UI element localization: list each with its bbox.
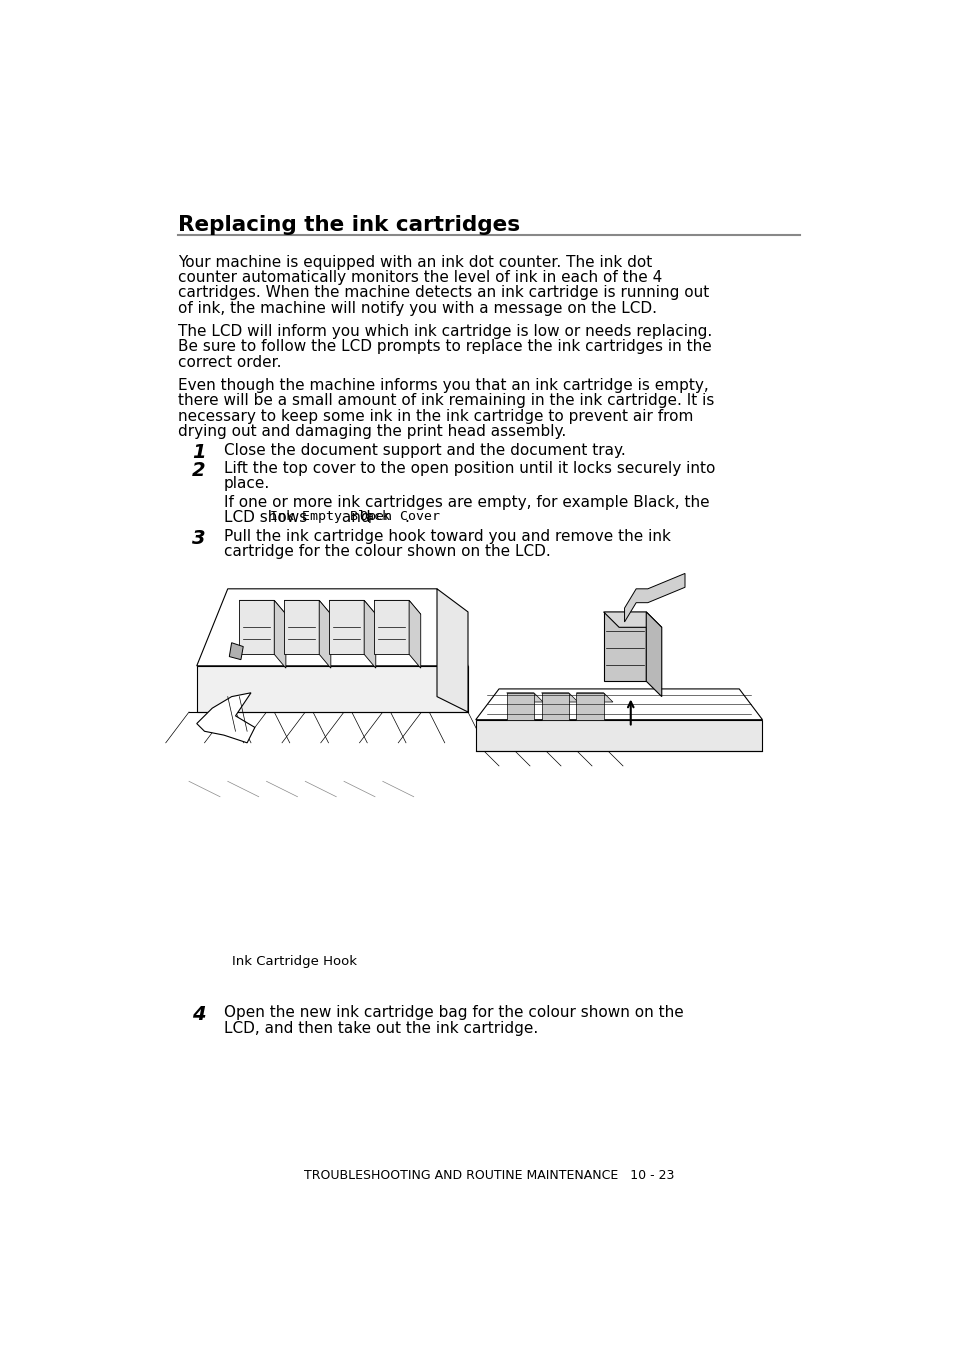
Polygon shape — [645, 612, 661, 696]
Text: there will be a small amount of ink remaining in the ink cartridge. It is: there will be a small amount of ink rema… — [178, 393, 714, 408]
Text: Be sure to follow the LCD prompts to replace the ink cartridges in the: Be sure to follow the LCD prompts to rep… — [178, 339, 711, 354]
Polygon shape — [374, 600, 420, 614]
Text: Open the new ink cartridge bag for the colour shown on the: Open the new ink cartridge bag for the c… — [224, 1006, 683, 1021]
Text: Open Cover: Open Cover — [359, 510, 439, 523]
Polygon shape — [624, 573, 684, 622]
Text: necessary to keep some ink in the ink cartridge to prevent air from: necessary to keep some ink in the ink ca… — [178, 408, 693, 423]
Text: Lift the top cover to the open position until it locks securely into: Lift the top cover to the open position … — [224, 461, 715, 476]
Text: 3: 3 — [192, 529, 206, 548]
Polygon shape — [196, 589, 468, 665]
Text: drying out and damaging the print head assembly.: drying out and damaging the print head a… — [178, 425, 566, 439]
Text: Pull the ink cartridge hook toward you and remove the ink: Pull the ink cartridge hook toward you a… — [224, 529, 670, 544]
Polygon shape — [476, 719, 761, 750]
Text: TROUBLESHOOTING AND ROUTINE MAINTENANCE   10 - 23: TROUBLESHOOTING AND ROUTINE MAINTENANCE … — [303, 1169, 674, 1183]
Text: and: and — [336, 510, 375, 526]
Polygon shape — [506, 692, 542, 702]
Polygon shape — [541, 692, 568, 719]
Text: Your machine is equipped with an ink dot counter. The ink dot: Your machine is equipped with an ink dot… — [178, 254, 652, 269]
Polygon shape — [436, 589, 468, 713]
Polygon shape — [506, 692, 534, 719]
Text: place.: place. — [224, 476, 270, 491]
Polygon shape — [229, 642, 243, 660]
Text: If one or more ink cartridges are empty, for example Black, the: If one or more ink cartridges are empty,… — [224, 495, 709, 510]
Polygon shape — [541, 692, 578, 702]
Polygon shape — [576, 692, 612, 702]
Text: of ink, the machine will notify you with a message on the LCD.: of ink, the machine will notify you with… — [178, 301, 657, 316]
Text: Even though the machine informs you that an ink cartridge is empty,: Even though the machine informs you that… — [178, 377, 708, 393]
Text: correct order.: correct order. — [178, 354, 281, 369]
Text: The LCD will inform you which ink cartridge is low or needs replacing.: The LCD will inform you which ink cartri… — [178, 324, 712, 339]
Polygon shape — [603, 612, 645, 681]
Text: 4: 4 — [192, 1006, 206, 1025]
Polygon shape — [319, 600, 331, 668]
Polygon shape — [239, 600, 286, 614]
Text: Close the document support and the document tray.: Close the document support and the docum… — [224, 442, 625, 457]
Polygon shape — [274, 600, 286, 668]
Text: LCD shows: LCD shows — [224, 510, 312, 526]
Text: 1: 1 — [192, 442, 206, 461]
Text: Ink Empty Black: Ink Empty Black — [270, 510, 390, 523]
Polygon shape — [603, 612, 661, 627]
Text: LCD, and then take out the ink cartridge.: LCD, and then take out the ink cartridge… — [224, 1021, 537, 1036]
Polygon shape — [374, 600, 409, 654]
Polygon shape — [329, 600, 364, 654]
Polygon shape — [284, 600, 331, 614]
Text: Replacing the ink cartridges: Replacing the ink cartridges — [178, 215, 519, 235]
Text: Ink Cartridge Hook: Ink Cartridge Hook — [232, 956, 356, 968]
Polygon shape — [329, 600, 375, 614]
Text: 2: 2 — [192, 461, 206, 480]
Text: cartridge for the colour shown on the LCD.: cartridge for the colour shown on the LC… — [224, 544, 550, 560]
Polygon shape — [576, 692, 603, 719]
Text: .: . — [404, 510, 409, 526]
Text: counter automatically monitors the level of ink in each of the 4: counter automatically monitors the level… — [178, 270, 661, 285]
Polygon shape — [239, 600, 274, 654]
Polygon shape — [284, 600, 319, 654]
Polygon shape — [409, 600, 420, 668]
Polygon shape — [364, 600, 375, 668]
Polygon shape — [196, 692, 254, 742]
Text: cartridges. When the machine detects an ink cartridge is running out: cartridges. When the machine detects an … — [178, 285, 709, 300]
Polygon shape — [476, 690, 761, 719]
Polygon shape — [196, 665, 468, 713]
